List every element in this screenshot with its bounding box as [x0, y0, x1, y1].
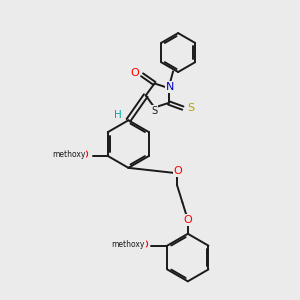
Text: methoxy: methoxy: [52, 150, 86, 159]
Text: O: O: [80, 150, 88, 160]
Text: H: H: [114, 110, 122, 120]
Text: O: O: [174, 166, 182, 176]
Text: O: O: [130, 68, 139, 78]
Text: O: O: [139, 240, 148, 250]
Text: S: S: [187, 103, 194, 113]
Text: S: S: [152, 106, 158, 116]
Text: O: O: [184, 215, 192, 225]
Text: methoxy: methoxy: [112, 240, 145, 249]
Text: N: N: [166, 82, 174, 92]
